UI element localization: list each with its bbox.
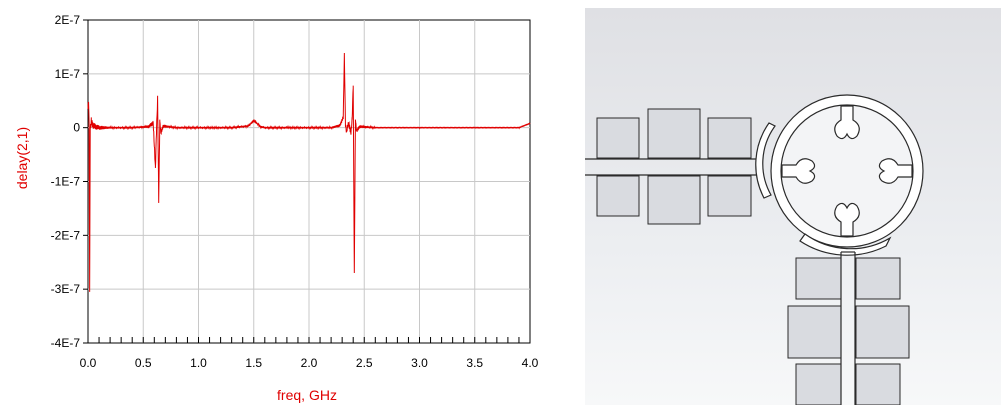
plot-layer <box>87 53 531 292</box>
stub-right <box>878 158 913 184</box>
pad-left-3 <box>795 363 842 406</box>
y-tick-label: -2E-7 <box>51 228 81 242</box>
left-feed-pads <box>596 108 752 225</box>
delay-chart: 0.0 0.5 1.0 1.5 2.0 2.5 3.0 3.5 4.0 2E-7 1E-7 0 -1E-… <box>14 13 539 403</box>
series-line-delay <box>87 53 531 292</box>
pad-bottom-3 <box>707 175 752 217</box>
y-tick-label: -3E-7 <box>51 282 81 296</box>
grid-layer <box>87 19 531 344</box>
x-tick-label: 1.0 <box>190 356 207 370</box>
pad-top-1 <box>596 117 640 159</box>
pad-right-2 <box>855 305 910 359</box>
pad-top-2 <box>647 108 701 159</box>
x-tick-label: 3.5 <box>466 356 483 370</box>
left-coupling-arc <box>755 122 776 199</box>
x-tick-label: 2.0 <box>301 356 318 370</box>
pad-left-2 <box>787 305 842 359</box>
resonator-layout-drawing <box>585 8 1001 406</box>
x-tick-label: 0.0 <box>80 356 97 370</box>
y-tick-label: 2E-7 <box>55 13 81 27</box>
x-tick-label: 3.0 <box>411 356 428 370</box>
bottom-coupling-arc <box>799 233 892 256</box>
y-tick-label: 0 <box>73 121 80 135</box>
pad-bottom-2 <box>647 175 701 225</box>
x-tick-label: 0.5 <box>135 356 152 370</box>
x-tick-label: 1.5 <box>245 356 262 370</box>
inner-stubs <box>781 105 913 237</box>
pad-left-1 <box>795 257 842 300</box>
x-tick-label: 4.0 <box>522 356 539 370</box>
y-axis-label: delay(2,1) <box>14 127 30 189</box>
bottom-feed-pads <box>787 257 910 406</box>
x-axis-label: freq, GHz <box>277 387 337 403</box>
axis-layer: 0.0 0.5 1.0 1.5 2.0 2.5 3.0 3.5 4.0 2E-7 1E-7 0 -1E-… <box>51 13 539 370</box>
pad-right-3 <box>855 363 901 406</box>
stub-left <box>781 158 816 184</box>
vertical-feed-line <box>840 251 856 405</box>
stub-bottom <box>834 202 860 237</box>
y-tick-label: -1E-7 <box>51 175 81 189</box>
y-tick-label: -4E-7 <box>51 336 81 350</box>
pad-bottom-1 <box>596 175 640 217</box>
ring-resonator <box>770 94 924 248</box>
y-tick-label: 1E-7 <box>55 67 81 81</box>
pad-top-3 <box>707 117 752 159</box>
layout-svg <box>585 8 1001 406</box>
x-tick-label: 2.5 <box>356 356 373 370</box>
stub-top <box>834 105 860 140</box>
pad-right-1 <box>855 257 901 300</box>
chart-svg: 0.0 0.5 1.0 1.5 2.0 2.5 3.0 3.5 4.0 2E-7 1E-7 0 -1E-… <box>14 13 539 403</box>
